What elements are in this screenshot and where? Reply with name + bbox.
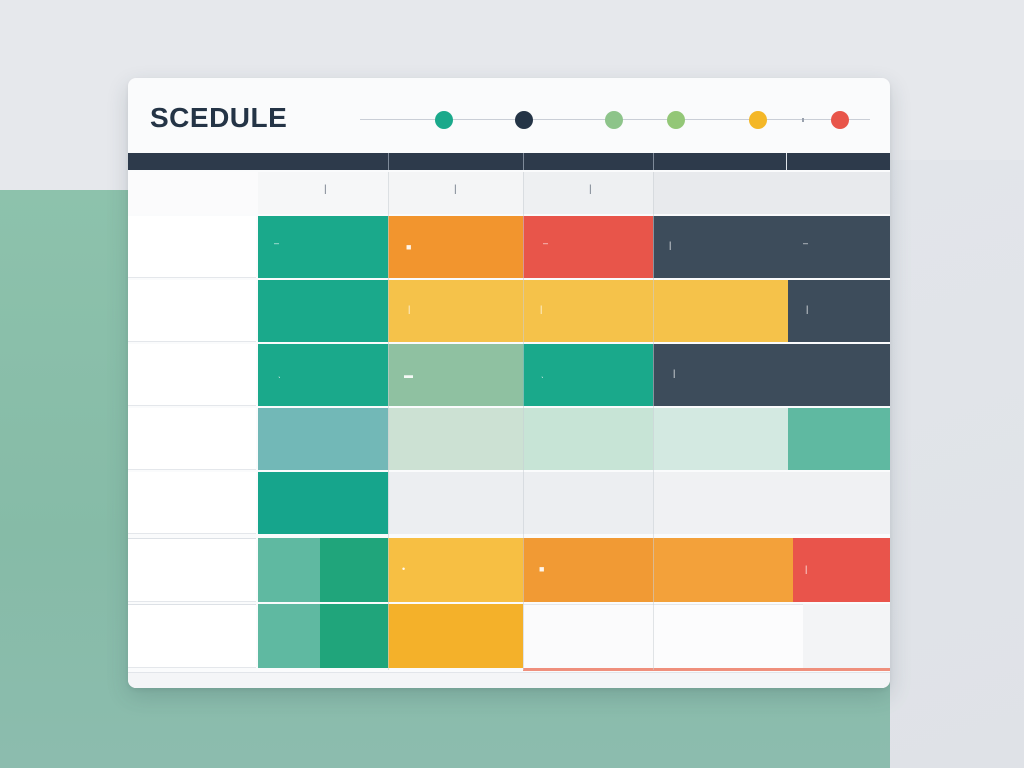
row-label-6[interactable] — [128, 538, 256, 602]
block-mark: | — [669, 240, 672, 250]
sub-header-mark: | — [324, 184, 327, 195]
milestone-dot-5[interactable] — [749, 111, 767, 129]
sub-header-mark: | — [589, 184, 592, 195]
block-mark: ■ — [539, 564, 545, 574]
schedule-block[interactable]: – — [523, 216, 653, 278]
block-mark: • — [402, 564, 406, 574]
row-label-3[interactable] — [128, 344, 256, 406]
schedule-block[interactable] — [258, 280, 388, 342]
schedule-block[interactable] — [653, 408, 788, 470]
milestone-dot-2[interactable] — [515, 111, 533, 129]
schedule-block[interactable]: ■ — [388, 216, 523, 278]
sub-header-cell — [653, 172, 890, 214]
block-mark: | — [805, 564, 808, 574]
sub-header-cell: | — [388, 172, 523, 214]
block-mark: | — [673, 368, 676, 378]
column-divider — [523, 153, 524, 170]
schedule-block[interactable]: ˎ — [258, 344, 388, 406]
schedule-block[interactable]: – — [258, 216, 388, 278]
sub-header-row: | | | — [128, 172, 890, 214]
column-divider — [653, 153, 654, 170]
schedule-block[interactable]: | – — [653, 216, 890, 278]
schedule-block[interactable] — [523, 604, 653, 668]
row-label-1[interactable] — [128, 216, 256, 278]
background-right-panel — [890, 160, 1024, 768]
column-header-2[interactable] — [258, 153, 388, 170]
schedule-block[interactable]: | — [653, 344, 890, 406]
block-mark: | — [806, 304, 809, 314]
schedule-block[interactable] — [803, 604, 890, 668]
grid-line — [653, 172, 654, 670]
schedule-block[interactable] — [388, 408, 523, 470]
schedule-block[interactable]: • — [388, 538, 523, 602]
column-header-5[interactable] — [654, 153, 890, 170]
column-divider — [388, 153, 389, 170]
schedule-block[interactable] — [653, 604, 803, 668]
schedule-block[interactable] — [258, 472, 388, 534]
block-mark: ▬ — [404, 370, 413, 380]
block-mark: | — [540, 304, 543, 314]
schedule-block[interactable] — [653, 538, 793, 602]
timeline-tick — [802, 118, 804, 122]
schedule-block[interactable]: | | — [388, 280, 788, 342]
schedule-block[interactable]: ■ — [523, 538, 653, 602]
grid-line — [388, 172, 389, 670]
schedule-block[interactable] — [523, 408, 653, 470]
schedule-title: SCEDULE — [150, 102, 288, 133]
row-label-4[interactable] — [128, 408, 256, 470]
milestone-dot-3[interactable] — [605, 111, 623, 129]
block-mark: ■ — [406, 242, 412, 252]
column-header-bar — [128, 153, 890, 170]
block-mark: – — [274, 238, 280, 248]
row-label-7[interactable] — [128, 604, 256, 668]
column-header-3[interactable] — [389, 153, 523, 170]
schedule-block[interactable]: | — [788, 280, 890, 342]
sub-header-mark: | — [454, 184, 457, 195]
milestone-dot-1[interactable] — [435, 111, 453, 129]
schedule-block[interactable] — [258, 408, 388, 470]
schedule-block[interactable]: ▬ — [388, 344, 523, 406]
schedule-block[interactable] — [258, 604, 320, 668]
milestone-dot-4[interactable] — [667, 111, 685, 129]
schedule-block[interactable]: | — [793, 538, 890, 602]
schedule-block[interactable] — [320, 604, 388, 668]
schedule-block[interactable] — [258, 538, 320, 602]
sub-header-cell: | — [523, 172, 653, 214]
milestone-dot-6[interactable] — [831, 111, 849, 129]
sub-header-cell: | — [258, 172, 388, 214]
row-label-5[interactable] — [128, 472, 256, 534]
schedule-block[interactable] — [320, 538, 388, 602]
column-header-1[interactable] — [128, 153, 258, 170]
schedule-block[interactable]: ˎ — [523, 344, 653, 406]
block-mark: | — [408, 304, 411, 314]
block-mark: ˎ — [278, 368, 281, 378]
card-footer-bar — [128, 672, 890, 688]
column-header-4[interactable] — [524, 153, 652, 170]
schedule-block[interactable] — [388, 604, 523, 668]
sub-header-label — [128, 172, 258, 214]
block-mark: – — [803, 238, 809, 248]
schedule-block[interactable] — [653, 472, 890, 534]
row-label-2[interactable] — [128, 280, 256, 342]
schedule-card: SCEDULE | | | — [128, 78, 890, 688]
schedule-block[interactable] — [788, 408, 890, 470]
milestone-timeline — [360, 108, 870, 132]
block-mark: ˎ — [541, 368, 544, 378]
schedule-block[interactable] — [388, 472, 653, 534]
block-mark: – — [543, 238, 549, 248]
column-divider — [786, 153, 787, 170]
progress-strip — [523, 668, 890, 671]
grid-line — [523, 172, 524, 670]
